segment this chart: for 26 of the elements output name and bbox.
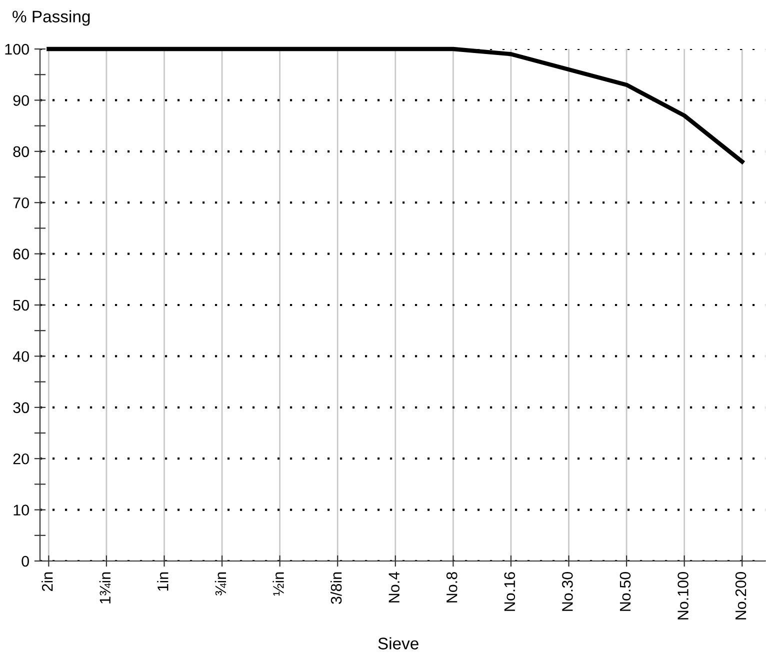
x-tick-label: No.50 [620, 572, 631, 611]
y-tick-label: 80 [13, 146, 29, 158]
x-tick-label: No.16 [504, 572, 516, 611]
x-tick-label: No.100 [678, 572, 688, 620]
x-tick-label: 2in [42, 572, 53, 592]
y-tick-label: 20 [13, 453, 29, 464]
x-tick-label: No.8 [446, 572, 458, 602]
x-tick-label: ¾in [214, 572, 226, 596]
x-axis-title: Sieve [378, 637, 418, 650]
x-tick-label: No.4 [388, 572, 400, 602]
y-tick-label: 100 [5, 44, 29, 55]
y-tick-label: 30 [13, 402, 29, 414]
x-tick-label: No.30 [562, 572, 573, 611]
x-tick-label: No.200 [735, 572, 746, 620]
y-tick-label: 90 [13, 95, 29, 106]
y-tick-label: 70 [13, 197, 29, 208]
y-tick-label: 0 [22, 556, 29, 567]
y-tick-label: 60 [13, 248, 29, 260]
y-tick-label: 40 [12, 351, 29, 362]
y-axis-title: % Passing [12, 10, 90, 26]
y-tick-label: 10 [14, 504, 29, 516]
y-tick-label: 50 [13, 300, 29, 311]
x-tick-label: 1in [157, 572, 168, 591]
x-tick-label: 1¾in [99, 572, 111, 604]
x-tick-label: 3/8in [330, 572, 342, 604]
x-tick-label: ½in [272, 572, 284, 596]
